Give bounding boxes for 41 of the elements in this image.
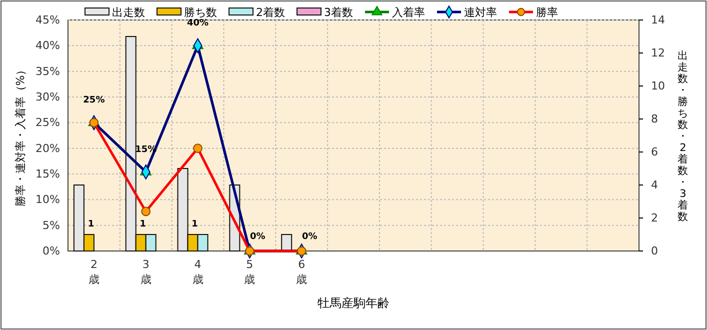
legend-label: 勝率 [536, 6, 558, 19]
legend-label: 出走数 [112, 6, 145, 19]
x-tick-label: 6歳 [296, 258, 308, 286]
text: 出走数・勝ち数・2着数・3着数 [678, 50, 688, 223]
x-tick-label: 4歳 [192, 258, 204, 286]
legend-label: 3着数 [324, 6, 353, 19]
data-label: 40% [187, 18, 209, 29]
y-tick-label: 20% [36, 142, 60, 155]
y2-tick-label: 14 [651, 14, 665, 27]
legend-label: 連対率 [464, 6, 497, 19]
data-label: 0% [302, 232, 318, 242]
x-tick-label: 2歳 [88, 258, 100, 286]
y2-tick-label: 6 [651, 146, 658, 159]
y-tick-label: 25% [36, 116, 60, 130]
y2-tick-label: 8 [651, 112, 658, 126]
data-label: 1 [192, 220, 198, 230]
y2-tick-label: 10 [651, 80, 665, 93]
y-tick-label: 45% [36, 14, 60, 27]
y2-tick-label: 0 [651, 244, 658, 258]
y2-tick-label: 2 [651, 212, 658, 225]
y2-tick-label: 12 [651, 46, 665, 60]
y-tick-label: 15% [36, 168, 60, 181]
y-axis-title: 勝率・連対率・入着率（%） [14, 64, 27, 207]
x-tick-label: 3歳 [140, 258, 152, 286]
x-axis-title: 牡馬産駒年齢 [318, 296, 390, 310]
data-label: 0% [250, 232, 266, 242]
data-label: 25% [83, 96, 105, 106]
data-label: 1 [140, 220, 146, 230]
data-label: 1 [88, 220, 94, 230]
y2-tick-label: 4 [651, 178, 658, 192]
y-tick-label: 5% [42, 218, 60, 232]
bar [281, 234, 292, 252]
legend-label: 入着率 [392, 6, 425, 19]
legend-label: 勝ち数 [184, 6, 217, 19]
y-tick-label: 0% [42, 244, 60, 258]
y-tick-label: 35% [36, 64, 60, 78]
y-tick-label: 30% [36, 90, 60, 104]
x-tick-label: 5歳 [244, 258, 256, 286]
y-tick-label: 40% [36, 39, 60, 52]
y-tick-label: 10% [36, 193, 60, 206]
legend-label: 2着数 [256, 6, 285, 19]
